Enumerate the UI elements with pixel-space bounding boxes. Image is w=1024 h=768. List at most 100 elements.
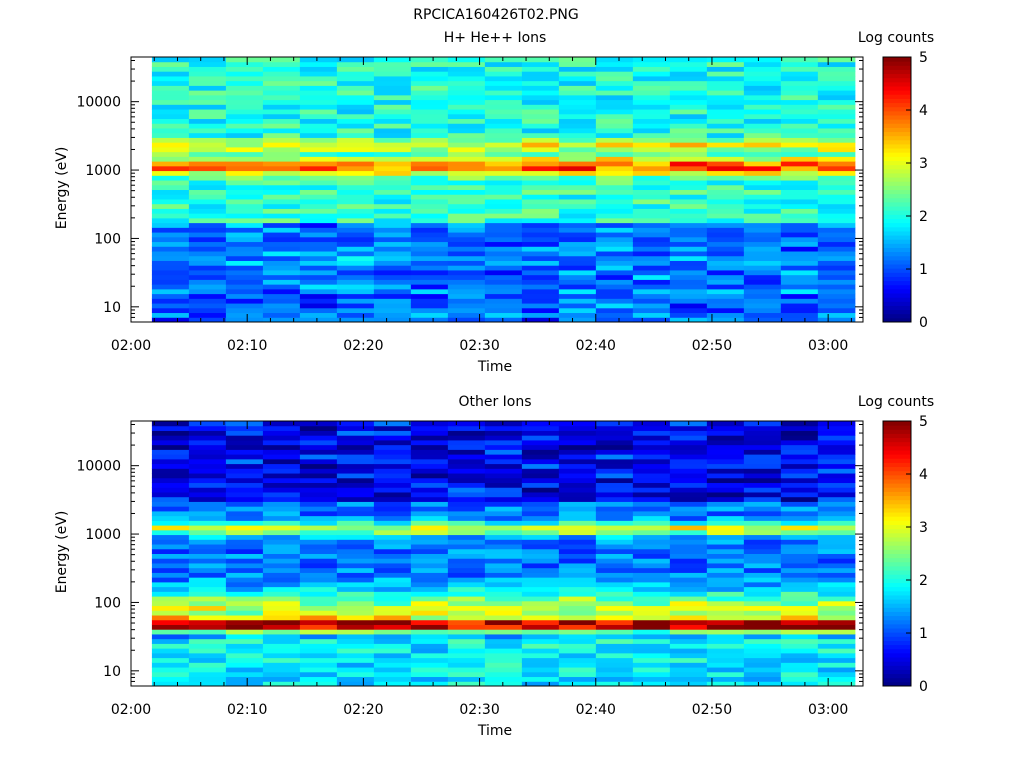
colorbar-step — [883, 532, 911, 538]
colorbar-step — [883, 590, 911, 596]
heatmap-cell — [595, 491, 634, 498]
colorbar-step — [883, 603, 911, 608]
heatmap-cell — [558, 652, 597, 659]
heatmap-cell — [817, 619, 856, 625]
heatmap-cell — [780, 473, 819, 479]
heatmap-cell — [632, 473, 671, 479]
heatmap-cell — [706, 548, 745, 554]
heatmap-cell — [558, 421, 597, 427]
heatmap-cell — [780, 241, 819, 247]
heatmap-cell — [262, 515, 301, 521]
heatmap-cell — [188, 520, 227, 526]
heatmap-cell — [780, 425, 819, 431]
heatmap-cell — [521, 421, 560, 427]
heatmap-cell — [484, 567, 523, 573]
heatmap-cell — [595, 539, 634, 545]
heatmap-cell — [817, 534, 856, 540]
heatmap-cell — [373, 208, 412, 214]
heatmap-cell — [817, 477, 856, 484]
heatmap-cell — [262, 496, 301, 502]
heatmap-cell — [151, 123, 190, 129]
heatmap-cell — [595, 137, 634, 143]
heatmap-cell — [299, 525, 338, 531]
heatmap-cell — [632, 491, 671, 498]
heatmap-cell — [151, 615, 190, 621]
heatmap-cell — [188, 213, 227, 219]
heatmap-cell — [817, 444, 856, 450]
heatmap-cell — [780, 615, 819, 621]
heatmap-cell — [262, 317, 301, 323]
heatmap-cell — [743, 284, 782, 290]
heatmap-cell — [262, 510, 301, 517]
heatmap-cell — [743, 458, 782, 465]
heatmap-cell — [410, 629, 449, 635]
heatmap-cell — [188, 71, 227, 77]
heatmap-cell — [706, 175, 745, 181]
heatmap-cell — [373, 534, 412, 540]
heatmap-cell — [595, 208, 634, 214]
heatmap-cell — [151, 539, 190, 545]
heatmap-cell — [447, 652, 486, 659]
heatmap-cell — [299, 496, 338, 502]
heatmap-cell — [410, 142, 449, 148]
heatmap-cell — [225, 671, 264, 678]
x-tick-label: 02:10 — [227, 702, 267, 718]
heatmap-cell — [225, 648, 264, 654]
heatmap-cell — [336, 123, 375, 129]
heatmap-cell — [558, 99, 597, 105]
heatmap-cell — [669, 251, 708, 257]
heatmap-cell — [558, 232, 597, 238]
heatmap-cell — [447, 109, 486, 115]
heatmap-cell — [558, 274, 597, 280]
heatmap-cell — [669, 94, 708, 101]
heatmap-cell — [521, 496, 560, 502]
heatmap-cell — [632, 525, 671, 531]
heatmap-cell — [188, 444, 227, 450]
heatmap-cell — [595, 269, 634, 276]
heatmap-cell — [299, 652, 338, 659]
heatmap-cell — [595, 94, 634, 101]
heatmap-cell — [225, 567, 264, 573]
heatmap-cell — [743, 142, 782, 148]
heatmap-cell — [262, 463, 301, 469]
heatmap-cell — [299, 227, 338, 233]
heatmap-cell — [373, 638, 412, 644]
heatmap-cell — [373, 662, 412, 668]
heatmap-cell — [336, 232, 375, 238]
heatmap-cell — [558, 151, 597, 157]
heatmap-cell — [484, 652, 523, 659]
heatmap-cell — [410, 284, 449, 290]
heatmap-cell — [706, 80, 745, 86]
heatmap-cell — [780, 501, 819, 507]
heatmap-cell — [188, 251, 227, 257]
heatmap-cell — [484, 544, 523, 550]
heatmap-cell — [188, 610, 227, 616]
heatmap-cell — [262, 439, 301, 446]
heatmap-cell — [410, 572, 449, 578]
heatmap-cell — [780, 198, 819, 205]
heatmap-cell — [484, 676, 523, 682]
heatmap-cell — [558, 581, 597, 588]
heatmap-cell — [706, 156, 745, 162]
heatmap-cell — [336, 657, 375, 663]
heatmap-cell — [780, 284, 819, 290]
heatmap-cell — [447, 676, 486, 682]
heatmap-cell — [299, 246, 338, 252]
heatmap-cell — [299, 165, 338, 172]
heatmap-cell — [151, 515, 190, 521]
heatmap-cell — [188, 671, 227, 678]
heatmap-cell — [336, 57, 375, 63]
heatmap-cell — [780, 180, 819, 186]
heatmap-cell — [558, 633, 597, 640]
heatmap-cell — [225, 184, 264, 190]
heatmap-cell — [743, 463, 782, 469]
heatmap-cell — [484, 610, 523, 616]
heatmap-cell — [743, 676, 782, 682]
heatmap-cell — [225, 213, 264, 219]
heatmap-cell — [188, 293, 227, 299]
colorbar-step — [883, 499, 911, 505]
heatmap-cell — [447, 269, 486, 276]
heatmap-cell — [558, 198, 597, 205]
heatmap-cell — [669, 629, 708, 635]
heatmap-cell — [373, 458, 412, 465]
